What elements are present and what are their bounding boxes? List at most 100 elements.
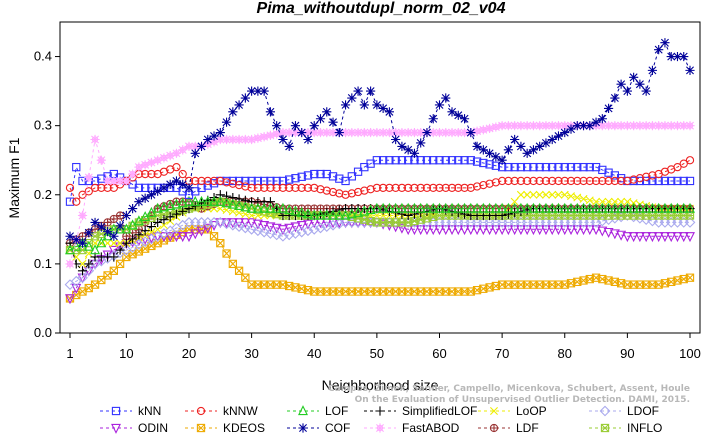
data-point [660, 38, 670, 48]
data-point [485, 160, 494, 169]
data-point [277, 225, 288, 236]
data-point [653, 232, 664, 243]
data-point [115, 245, 125, 255]
data-point [679, 159, 688, 168]
data-point [572, 225, 583, 236]
data-point [252, 219, 263, 230]
data-point [391, 156, 400, 165]
legend-item-knn: kNN [100, 404, 161, 418]
data-point [353, 187, 363, 197]
data-point [165, 212, 175, 222]
data-point [96, 222, 106, 232]
data-point [591, 176, 601, 186]
data-point [146, 157, 157, 168]
data-point [409, 209, 420, 219]
data-point [503, 209, 513, 219]
data-point [441, 183, 450, 193]
data-point [472, 157, 482, 166]
data-point [259, 202, 270, 213]
data-point [214, 217, 226, 228]
data-point [72, 197, 81, 206]
data-point [290, 228, 301, 239]
data-point [153, 155, 163, 165]
data-point [177, 232, 188, 243]
data-point [310, 183, 319, 193]
data-point [535, 176, 544, 186]
data-point [622, 232, 633, 243]
data-point [353, 206, 364, 217]
x-tick-label: 60 [432, 346, 446, 361]
data-point [221, 218, 232, 230]
data-point [247, 134, 257, 145]
legend-label: kNNW [223, 404, 258, 418]
data-point [616, 176, 626, 186]
data-point [484, 202, 495, 213]
series-line [69, 214, 690, 286]
data-point [491, 152, 501, 162]
x-tick-label: 90 [620, 346, 634, 361]
legend-item-loop: LoOP [478, 404, 547, 418]
data-point [516, 141, 526, 151]
data-point [685, 156, 695, 165]
data-point [610, 176, 619, 186]
data-point [528, 145, 539, 155]
data-point [648, 176, 657, 186]
data-point [285, 175, 294, 184]
data-point [302, 208, 313, 219]
data-point [121, 238, 131, 248]
data-point [353, 167, 363, 176]
data-point [666, 202, 677, 213]
data-point [598, 176, 607, 186]
data-point [372, 100, 382, 110]
data-point [77, 266, 88, 276]
data-point [297, 183, 306, 193]
data-point [490, 225, 501, 236]
data-point [134, 197, 144, 207]
data-point [234, 100, 244, 110]
data-point [335, 174, 344, 183]
data-point [600, 423, 610, 433]
data-point [240, 93, 250, 103]
data-point [453, 110, 463, 120]
data-point [391, 183, 400, 193]
data-point [378, 103, 388, 113]
data-point [679, 51, 689, 62]
data-point [598, 197, 607, 206]
data-point [428, 114, 438, 124]
data-point [684, 217, 696, 228]
data-point [585, 196, 594, 205]
data-point [591, 162, 601, 172]
data-point [222, 249, 231, 258]
data-point [685, 65, 695, 75]
legend: kNN kNNW LOF SimplifiedLOF LoOP LDOF ODIN KDEOS… [100, 404, 662, 434]
data-point [197, 176, 206, 186]
data-point [579, 162, 588, 172]
x-tick-label: 70 [495, 346, 509, 361]
data-point [472, 126, 482, 136]
data-point [629, 175, 638, 184]
data-point [241, 176, 250, 186]
data-point [128, 169, 138, 179]
y-tick-label: 0.1 [34, 256, 52, 271]
data-point [322, 186, 331, 195]
data-point [265, 202, 276, 213]
data-point [65, 294, 75, 305]
data-point [153, 186, 163, 196]
data-point [385, 183, 394, 193]
data-point [384, 107, 394, 117]
data-point [592, 197, 601, 206]
data-point [641, 202, 652, 213]
x-tick-label: 40 [307, 346, 321, 361]
data-point [298, 423, 308, 433]
data-point [422, 127, 432, 138]
data-point [653, 202, 664, 213]
data-point [591, 117, 601, 127]
data-point [548, 190, 557, 199]
data-point [90, 217, 100, 228]
data-point [71, 283, 82, 294]
data-point [428, 225, 439, 236]
data-point [277, 230, 289, 242]
data-point [599, 405, 611, 417]
data-point [278, 134, 288, 145]
data-point [284, 223, 295, 234]
